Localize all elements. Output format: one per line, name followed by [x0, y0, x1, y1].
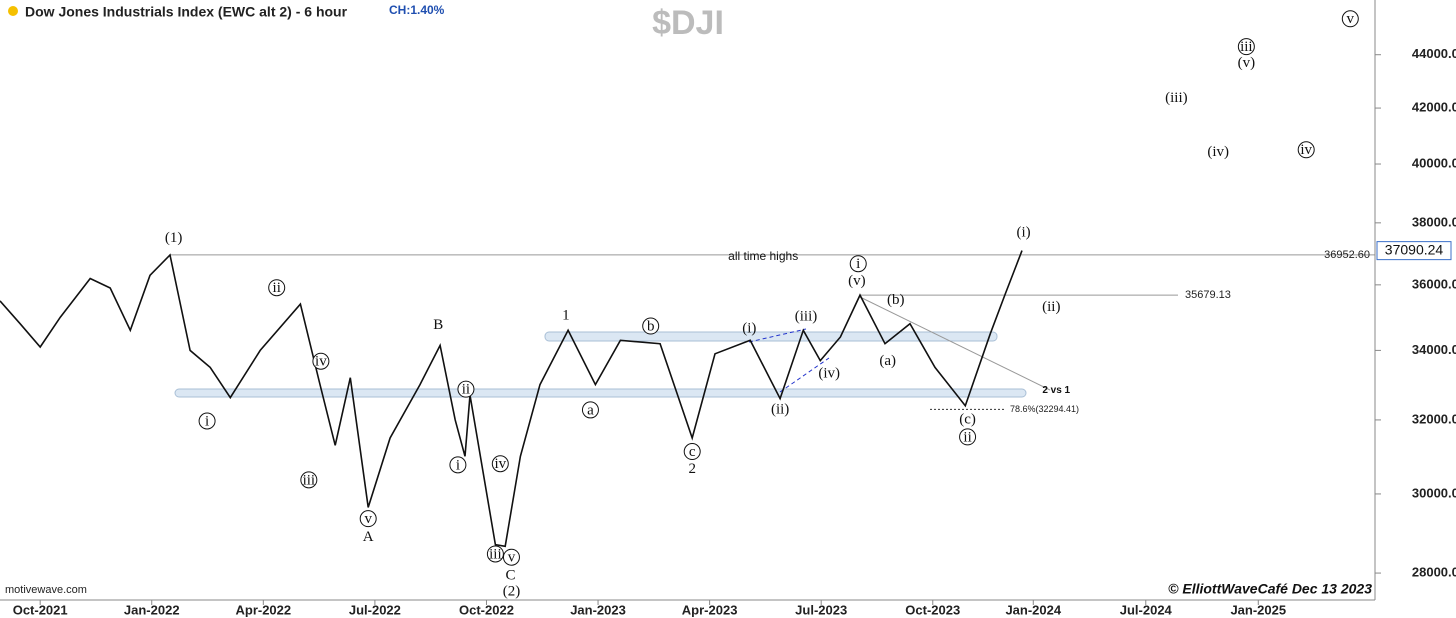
wave-label: (i) [742, 320, 756, 336]
wave-label: v [1347, 11, 1355, 27]
y-tick-label: 30000.00 [1412, 485, 1456, 500]
y-tick-label: 34000.00 [1412, 342, 1456, 357]
x-tick-label: Apr-2022 [235, 602, 291, 617]
wave-label: v [364, 511, 372, 527]
wave-label: iv [494, 456, 506, 472]
wave-circle [959, 428, 977, 446]
wave-label: (2) [503, 584, 521, 600]
wave-circle [449, 456, 467, 474]
wave-label: i [856, 256, 860, 272]
source-label: motivewave.com [5, 584, 87, 596]
wave-circle [1237, 38, 1255, 56]
wave-label: b [647, 318, 655, 334]
y-tick-label: 40000.00 [1412, 155, 1456, 170]
wave-label: i [456, 457, 460, 473]
wave-circle [268, 279, 286, 297]
wave-label: 2 [688, 461, 696, 477]
wave-label: a [587, 402, 594, 418]
wave-label: 1 [562, 307, 570, 323]
chart-title: Dow Jones Industrials Index (EWC alt 2) … [25, 4, 348, 20]
wave-label: ii [462, 382, 470, 398]
wave-circle [486, 545, 504, 563]
x-tick-label: Jan-2024 [1005, 602, 1061, 617]
wave-label: (iii) [1165, 90, 1188, 106]
trend-line [748, 328, 807, 343]
y-tick-label: 44000.00 [1412, 46, 1456, 61]
plot-area [0, 250, 1375, 548]
x-tick-label: Apr-2023 [682, 602, 738, 617]
wave-label: iii [489, 546, 502, 562]
wave-label: (iii) [795, 308, 818, 324]
status-dot [8, 6, 18, 16]
x-tick-label: Oct-2022 [459, 602, 514, 617]
level-label: 78.6%(32294.41) [1010, 404, 1079, 414]
wave-label: iii [1240, 39, 1253, 55]
level-label: 36952.60 [1324, 249, 1370, 261]
wave-circle [1297, 141, 1315, 159]
x-tick-label: Oct-2023 [905, 602, 960, 617]
y-tick-label: 42000.00 [1412, 100, 1456, 115]
wave-label: (i) [1017, 224, 1031, 240]
credit-label: © ElliottWaveCafé Dec 13 2023 [1168, 581, 1372, 597]
note-label: all time highs [728, 249, 798, 263]
wave-label: c [689, 444, 696, 460]
trend-line [859, 296, 1051, 391]
wave-label: ii [273, 280, 281, 296]
trend-line [779, 357, 830, 393]
wave-circle [457, 380, 475, 398]
wave-circle [642, 317, 660, 335]
level-label: 35679.13 [1185, 289, 1231, 301]
wave-circle [312, 352, 330, 370]
wave-label: (iv) [1207, 144, 1229, 160]
wave-label: (iv) [818, 365, 840, 381]
wave-label: iii [303, 472, 316, 488]
x-tick-label: Oct-2021 [13, 602, 68, 617]
note-label: 2 vs 1 [1042, 385, 1070, 396]
wave-label: (v) [1238, 55, 1256, 71]
wave-circle [1341, 10, 1359, 28]
last-price-label: 37090.24 [1385, 241, 1444, 257]
change-label: CH:1.40% [389, 3, 445, 17]
wave-label: i [205, 413, 209, 429]
wave-label: (v) [848, 273, 866, 289]
wave-circle [502, 548, 520, 566]
y-tick-label: 32000.00 [1412, 411, 1456, 426]
wave-label: (ii) [1042, 299, 1060, 315]
wave-circle [491, 455, 509, 473]
wave-circle [300, 471, 318, 489]
wave-label: (1) [165, 230, 183, 246]
wave-label: v [508, 550, 516, 566]
wave-circle [683, 443, 701, 461]
wave-label: (ii) [771, 401, 789, 417]
wave-label: (c) [959, 411, 976, 427]
wave-label: (b) [887, 292, 905, 308]
wave-circle [849, 255, 867, 273]
wave-label: A [363, 529, 374, 545]
x-tick-label: Jul-2023 [795, 602, 847, 617]
x-tick-label: Jan-2022 [124, 602, 180, 617]
x-tick-label: Jan-2025 [1230, 602, 1286, 617]
wave-circle [198, 412, 216, 430]
wave-label: (a) [879, 353, 896, 369]
wave-label: B [433, 317, 443, 333]
y-tick-label: 28000.00 [1412, 565, 1456, 580]
wave-circle [359, 510, 377, 528]
y-tick-label: 36000.00 [1412, 276, 1456, 291]
wave-circle [581, 401, 599, 419]
symbol-watermark: $DJI [652, 4, 724, 42]
wave-label: C [506, 568, 516, 584]
x-tick-label: Jan-2023 [570, 602, 626, 617]
x-tick-label: Jul-2022 [349, 602, 401, 617]
wave-label: ii [963, 429, 971, 445]
y-tick-label: 38000.00 [1412, 214, 1456, 229]
x-tick-label: Jul-2024 [1120, 602, 1173, 617]
support-channel [174, 388, 1027, 398]
wave-label: iv [1300, 142, 1312, 158]
wave-label: iv [315, 354, 327, 370]
last-price-box [1376, 241, 1452, 261]
